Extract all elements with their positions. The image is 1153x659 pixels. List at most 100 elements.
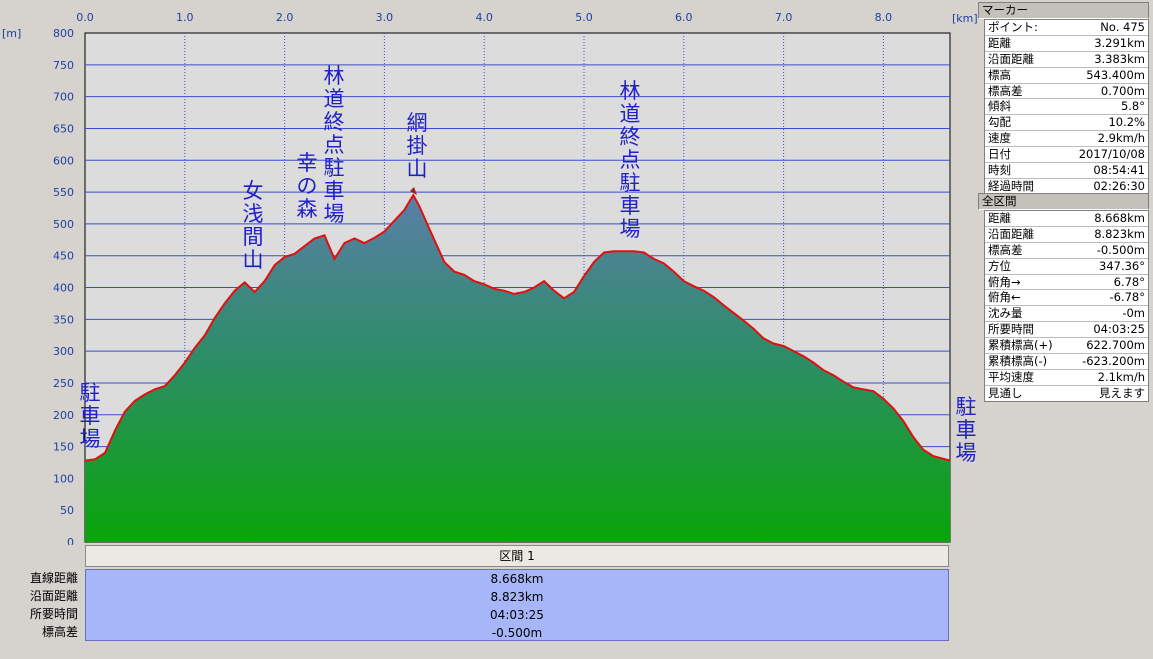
x-tick-labels: 0.0 1.0 2.0 3.0 4.0 5.0 6.0 7.0 8.0 [76,11,892,24]
info-key: ポイント: [988,20,1038,34]
section-label: 標高差 [41,625,78,639]
y-tick-label: 550 [53,186,74,199]
y-tick-label: 500 [53,218,74,231]
info-value: 04:03:25 [1093,322,1145,337]
info-row: 標高 543.400m [985,68,1148,84]
info-value: -6.78° [1109,290,1145,305]
y-tick-label: 350 [53,313,74,326]
x-tick-label: 2.0 [276,11,294,24]
x-tick-label: 0.0 [76,11,94,24]
annotation-label: 幸の森 [297,151,318,221]
y-tick-label: 650 [53,122,74,135]
info-row: 沈み量 -0m [985,306,1148,323]
info-value: 02:26:30 [1093,178,1145,193]
info-row: 累積標高(-) -623.200m [985,354,1148,370]
info-key: 平均速度 [988,369,1034,384]
elevation-chart: 0.0 1.0 2.0 3.0 4.0 5.0 6.0 7.0 8.0 0 50 100 150 200… [2,11,978,545]
y-tick-label: 0 [67,536,74,545]
x-tick-label: 1.0 [176,11,194,24]
info-key: 標高差 [988,83,1023,98]
info-key: 標高差 [988,242,1023,257]
info-key: 俯角← [988,290,1021,305]
info-row: ポイント: No. 475 [985,20,1148,36]
section-label: 沿面距離 [29,589,78,603]
info-value: 10.2% [1108,115,1145,130]
profile-line [84,193,951,462]
total-rows: 距離 8.668km 沿面距離 8.823km 標高差 -0.500m 方位 347.36° 俯… [984,210,1149,402]
section-value: 04:03:25 [490,608,544,622]
info-row: 俯角← -6.78° [985,290,1148,307]
info-value: 6.78° [1113,274,1145,289]
marker-flag [410,187,417,195]
annotation-label: 林道終点駐車場 [620,79,641,241]
info-row: 所要時間 04:03:25 [985,322,1148,339]
x-tick-label: 7.0 [775,11,793,24]
annotation-label: 駐車場 [956,395,977,465]
info-key: 勾配 [988,115,1011,130]
info-value: 0.700m [1100,83,1145,98]
x-unit-label: [km] [952,12,978,25]
info-key: 標高 [988,67,1011,82]
total-panel: 全区間 距離 8.668km 沿面距離 8.823km 標高差 -0.500m 方位 347.… [978,193,1149,402]
info-row: 標高差 0.700m [985,84,1148,100]
info-row: 経過時間 02:26:30 [985,179,1148,194]
info-row: 沿面距離 3.383km [985,52,1148,68]
info-row: 傾斜 5.8° [985,99,1148,116]
y-tick-label: 800 [53,27,74,40]
info-row: 沿面距離 8.823km [985,227,1148,243]
annotation-label: 林道終点駐車場 [324,64,345,226]
info-key: 沿面距離 [988,51,1034,66]
marker-panel-title: マーカー [978,2,1149,19]
annotation-label: 駐車場 [80,381,101,451]
section-values: 8.668km 8.823km 04:03:25 -0.500m [85,569,949,641]
y-tick-label: 750 [53,59,74,72]
info-key: 所要時間 [988,322,1034,337]
y-tick-label: 150 [53,441,74,454]
info-row: 時刻 08:54:41 [985,163,1148,179]
info-value: 347.36° [1099,258,1145,273]
info-value: No. 475 [1100,20,1145,34]
info-row: 平均速度 2.1km/h [985,370,1148,386]
y-tick-labels: 0 50 100 150 200 250 300 350 400 450 500 550 600 650 7… [53,27,74,545]
info-key: 沿面距離 [988,226,1034,241]
x-tick-label: 8.0 [875,11,893,24]
y-tick-label: 600 [53,154,74,167]
section-label: 所要時間 [29,607,78,621]
section-labels: 直線距離 沿面距離 所要時間 標高差 [0,569,78,641]
y-tick-label: 250 [53,377,74,390]
y-tick-label: 700 [53,91,74,104]
x-tick-label: 5.0 [575,11,593,24]
x-tick-label: 4.0 [475,11,493,24]
section-value: -0.500m [491,626,543,640]
info-value: 3.291km [1094,35,1145,50]
x-tick-label: 6.0 [675,11,693,24]
section-tab[interactable]: 区間 1 [85,545,949,567]
info-row: 勾配 10.2% [985,115,1148,132]
total-panel-title: 全区間 [978,193,1149,210]
y-unit-label: [m] [2,27,21,40]
info-value: 3.383km [1094,51,1145,66]
info-row: 標高差 -0.500m [985,243,1148,259]
info-value: 2.1km/h [1097,369,1145,384]
info-value: 8.823km [1094,226,1145,241]
info-key: 経過時間 [988,178,1034,193]
info-key: 時刻 [988,163,1011,178]
info-value: 5.8° [1120,99,1145,114]
y-tick-label: 450 [53,250,74,263]
section-value: 8.668km [490,572,544,586]
info-key: 速度 [988,131,1011,146]
marker-panel: マーカー ポイント: No. 475 距離 3.291km 沿面距離 3.383km 標高 5… [978,2,1149,195]
annotation-label: 網掛山 [407,111,428,181]
info-key: 距離 [988,211,1011,225]
info-key: 傾斜 [988,99,1011,114]
info-row: 距離 3.291km [985,36,1148,52]
info-row: 速度 2.9km/h [985,131,1148,148]
info-key: 見通し [988,385,1023,400]
info-value: 見えます [1099,385,1145,400]
info-row: 見通し 見えます [985,386,1148,401]
info-value: -0.500m [1096,242,1145,257]
info-value: -0m [1122,306,1145,321]
info-value: 2017/10/08 [1078,147,1145,162]
y-tick-label: 300 [53,345,74,358]
